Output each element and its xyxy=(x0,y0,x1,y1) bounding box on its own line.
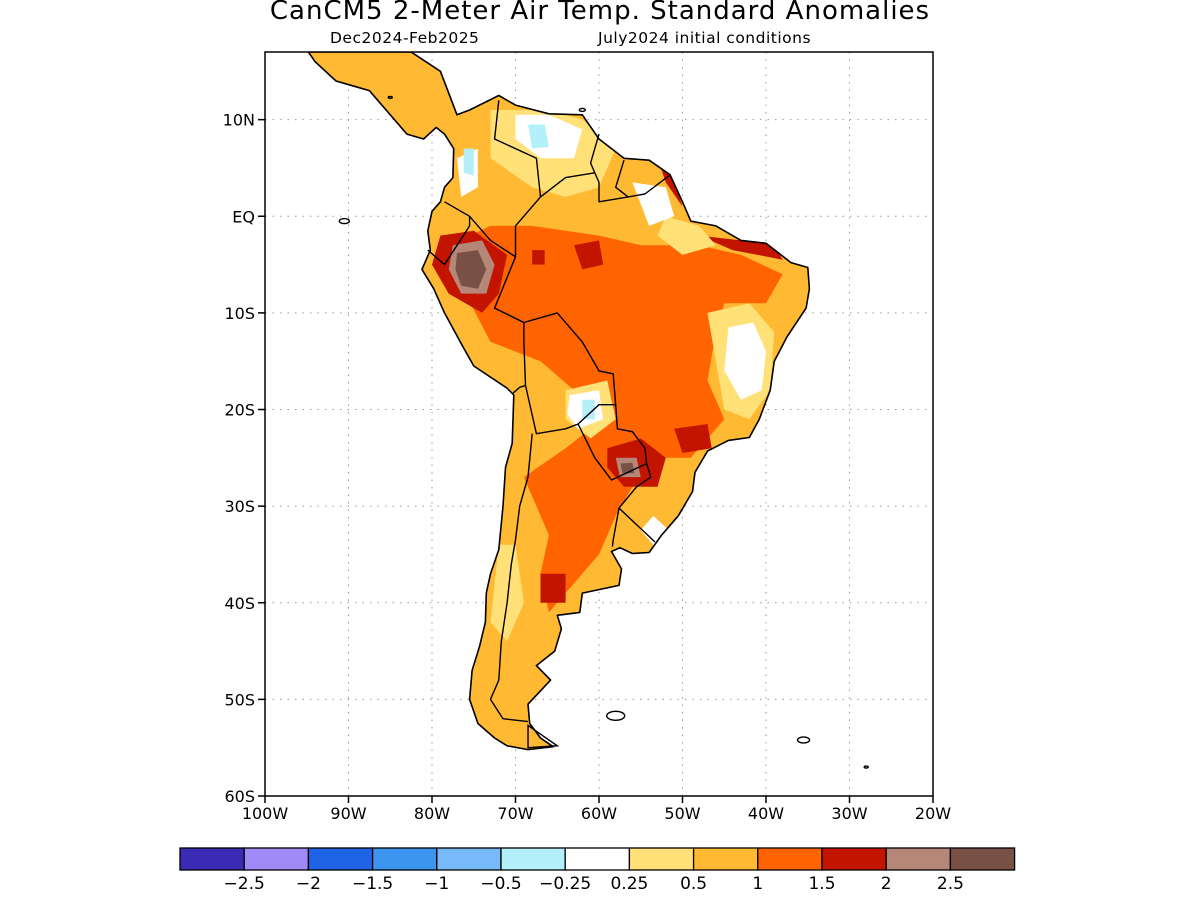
country-border xyxy=(493,256,527,394)
coastline xyxy=(307,52,811,751)
colorbar-label: 1.5 xyxy=(808,874,835,894)
colorbar-swatch xyxy=(885,847,952,871)
anomaly-0.25-0.5-region xyxy=(490,544,524,642)
x-tick-label: 80W xyxy=(414,804,450,823)
country-border xyxy=(615,159,629,198)
y-tick-label: 20S xyxy=(224,401,255,420)
anomaly-neutral-region xyxy=(632,182,675,226)
colorbar-swatch xyxy=(307,847,374,871)
colorbar-label: 0.25 xyxy=(610,874,648,894)
axis-ticks: 100W 90W 80W 70W 60W 50W 40W 30W 20W 10N EQ 10S 20S 3… xyxy=(223,111,952,823)
colorbar-label: 1 xyxy=(752,874,763,894)
colorbar-swatch xyxy=(757,847,823,871)
y-tick-label: 10N xyxy=(223,111,255,130)
colorbar-label: 0.5 xyxy=(680,874,707,894)
x-tick-label: 50W xyxy=(664,804,700,823)
country-border xyxy=(589,133,670,203)
colorbar-label: −1.5 xyxy=(352,874,393,894)
island xyxy=(338,217,351,225)
colorbar-swatch xyxy=(243,847,310,871)
x-tick-label: 90W xyxy=(330,804,366,823)
island xyxy=(387,95,393,100)
colorbar-label: −0.5 xyxy=(480,874,521,894)
anomaly-1.5-2-region xyxy=(532,250,545,265)
x-tick-label: 20W xyxy=(915,804,951,823)
y-tick-label: 10S xyxy=(224,304,255,323)
colorbar-swatch xyxy=(564,847,631,871)
anomaly-cool-region xyxy=(582,399,595,420)
colorbar-label: 2 xyxy=(881,874,892,894)
island xyxy=(863,765,869,769)
x-tick-label: 70W xyxy=(497,804,533,823)
colorbar-swatch xyxy=(821,847,887,871)
anomaly-0.25-0.5-region xyxy=(657,216,716,255)
y-tick-label: EQ xyxy=(232,207,255,226)
x-tick-label: 40W xyxy=(748,804,784,823)
y-tick-label: 40S xyxy=(224,594,255,613)
country-border xyxy=(611,507,620,547)
country-border xyxy=(489,433,533,723)
y-tick-label: 60S xyxy=(224,787,255,806)
anomaly-1.5-2-region xyxy=(674,424,712,453)
tierra-del-fuego xyxy=(527,724,560,749)
y-tick-label: 30S xyxy=(224,497,255,516)
anomaly-1-1.5-region xyxy=(448,225,783,613)
anomaly-field xyxy=(308,52,810,750)
colorbar-label: 2.5 xyxy=(937,874,964,894)
country-border xyxy=(427,216,471,266)
colorbar-swatch xyxy=(949,847,1016,871)
colorbar-swatch xyxy=(692,847,759,871)
country-border xyxy=(540,172,595,198)
anomaly-1.5-2-region xyxy=(540,573,566,603)
anomaly-1.5-2-region xyxy=(699,235,783,260)
island xyxy=(606,710,626,722)
anomaly-cool-region xyxy=(528,124,549,149)
anomaly-cool-region xyxy=(463,148,474,176)
anomaly-peak-region xyxy=(620,462,635,474)
colorbar-swatch xyxy=(179,847,245,871)
x-tick-label: 60W xyxy=(581,804,617,823)
country-border xyxy=(577,404,648,481)
colorbar-swatch xyxy=(436,847,502,871)
colorbar-label: −1 xyxy=(424,874,449,894)
colorbar-swatch xyxy=(628,847,695,871)
map-title: CanCM5 2-Meter Air Temp. Standard Anomal… xyxy=(269,0,931,26)
y-tick-label: 50S xyxy=(224,690,255,709)
x-tick-label: 30W xyxy=(831,804,867,823)
colorbar: −2.5 −2 −1.5 −1 −0.5 −0.25 0.25 0.5 1 1.5 2 2.5 xyxy=(179,847,1016,894)
coastlines xyxy=(307,52,869,769)
x-tick-label: 100W xyxy=(242,804,289,823)
initial-conditions: July2024 initial conditions xyxy=(598,29,812,47)
colorbar-swatch xyxy=(500,847,566,871)
island xyxy=(796,736,811,744)
colorbar-label: −2.5 xyxy=(224,874,265,894)
anomaly-1.5-2-region xyxy=(574,240,604,270)
colorbar-swatch xyxy=(371,847,438,871)
country-border xyxy=(444,100,542,258)
anomaly-neutral-region xyxy=(724,322,766,400)
anomaly-peak-region xyxy=(455,250,487,289)
colorbar-label: −0.25 xyxy=(539,874,591,894)
forecast-period: Dec2024-Feb2025 xyxy=(330,29,480,47)
anomaly-1-1.5-region xyxy=(599,254,666,304)
country-border xyxy=(618,463,656,543)
colorbar-label: −2 xyxy=(296,874,321,894)
island xyxy=(578,107,586,113)
